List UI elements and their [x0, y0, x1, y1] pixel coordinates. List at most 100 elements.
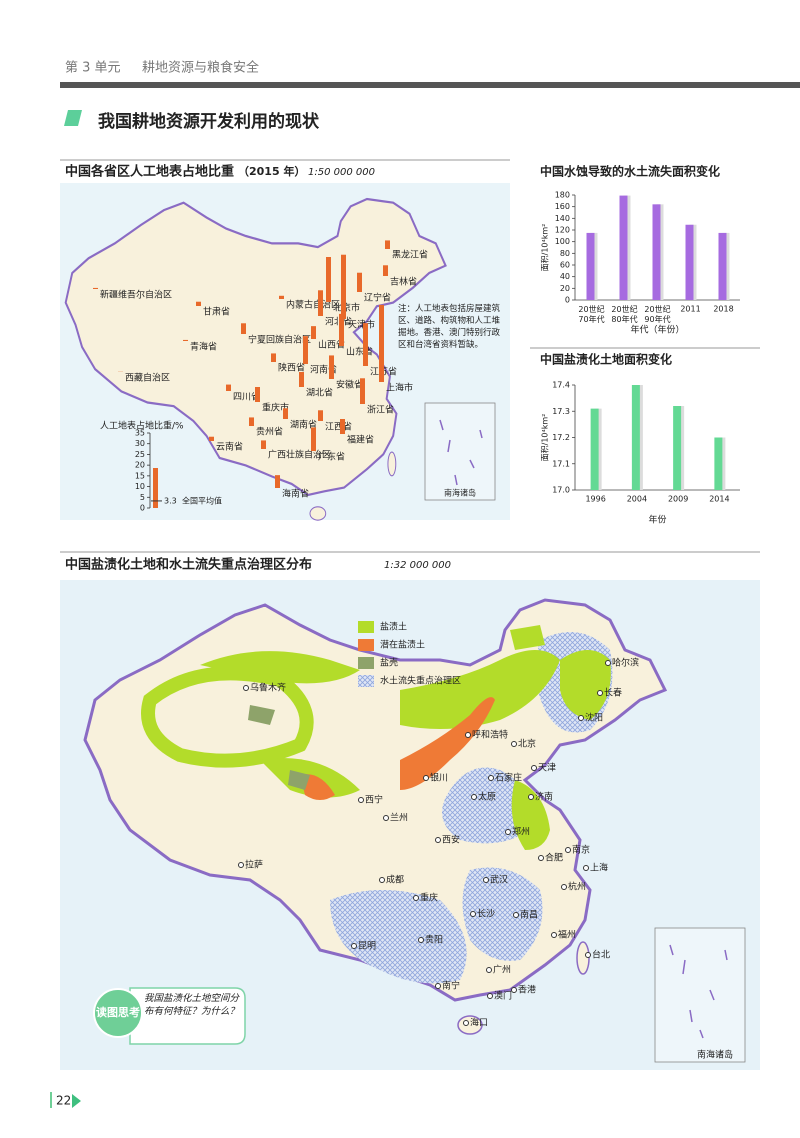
city-dot	[483, 877, 489, 883]
header-bar	[60, 82, 800, 88]
province-label: 浙江省	[367, 404, 394, 416]
city-label: 银川	[430, 772, 448, 784]
city-label: 香港	[518, 984, 536, 996]
y-axis-label: 面积/10⁴km²	[540, 224, 550, 272]
city-dot	[471, 794, 477, 800]
province-label: 广东省	[318, 451, 345, 463]
province-bar	[379, 304, 384, 382]
legend-tick-label: 25	[135, 450, 145, 459]
city-label: 广州	[493, 964, 511, 976]
y-tick-label: 140	[555, 214, 570, 223]
legend-label: 水土流失重点治理区	[380, 675, 461, 687]
legend-average-label: 全国平均值	[182, 495, 222, 505]
map1-note-box: 注：人工地表包括房屋建筑区、道路、构筑物和人工堆掘地。香港、澳门特别行政区和台湾…	[398, 304, 501, 350]
city-dot	[243, 685, 249, 691]
city-dot	[505, 829, 511, 835]
city-label: 长沙	[477, 908, 495, 920]
province-bar	[363, 323, 368, 366]
legend-tick-label: 35	[135, 429, 145, 438]
city-label: 乌鲁木齐	[250, 682, 286, 694]
province-label: 西藏自治区	[125, 372, 170, 384]
x-tick-label: 20世纪 90年代	[644, 304, 670, 324]
legend-swatch	[358, 657, 374, 669]
city-label: 合肥	[545, 852, 563, 864]
city-dot	[463, 1020, 469, 1026]
map1-title: 中国各省区人工地表占地比重	[65, 164, 234, 180]
legend-tick-label: 5	[140, 493, 145, 502]
bar	[619, 195, 628, 300]
city-label: 呼和浩特	[472, 729, 508, 741]
province-bar	[183, 339, 188, 341]
city-label: 贵阳	[425, 934, 443, 946]
y-tick-label: 180	[555, 191, 570, 200]
city-label: 天津	[538, 763, 556, 774]
province-bar	[318, 410, 323, 421]
legend-swatch	[358, 621, 374, 633]
y-tick-label: 17.4	[552, 381, 570, 390]
x-tick-label: 20世纪 80年代	[611, 304, 637, 324]
city-label: 杭州	[568, 881, 586, 893]
city-label: 石家庄	[495, 772, 522, 784]
province-label: 福建省	[347, 434, 374, 446]
x-tick-label: 2009	[668, 495, 688, 504]
city-label: 北京	[518, 738, 536, 750]
city-dot	[597, 690, 603, 696]
x-tick-label: 2004	[627, 495, 647, 504]
province-label: 北京市	[333, 302, 360, 314]
city-label: 南昌	[520, 909, 538, 921]
inset-islands	[439, 419, 483, 486]
province-bar	[360, 378, 365, 404]
province-bar	[93, 287, 98, 289]
legend-tick-label: 15	[135, 471, 145, 480]
unit-title: 耕地资源与粮食安全	[142, 60, 259, 76]
province-label: 云南省	[216, 441, 243, 453]
map1-note: 注：人工地表包括房屋建筑区、道路、构筑物和人工堆掘地。香港、澳门特别行政区和台湾…	[398, 304, 501, 350]
x-axis-label: 年代（年份）	[630, 324, 684, 336]
city-label: 重庆	[420, 892, 438, 904]
inset-label: 南海诸岛	[444, 488, 476, 498]
chart-title: 中国盐渍化土地面积变化	[540, 352, 672, 367]
city-dot	[465, 732, 471, 738]
x-axis-label: 年份	[648, 514, 666, 526]
city-dot	[470, 911, 476, 917]
province-label: 山西省	[318, 339, 345, 351]
title-icon	[64, 110, 82, 126]
province-label: 辽宁省	[364, 292, 391, 304]
city-dot	[486, 967, 492, 973]
city-dot	[358, 797, 364, 803]
province-label: 安徽省	[336, 379, 363, 391]
think-question: 我国盐渍化土地空间分布有何特征？为什么？	[144, 993, 240, 1017]
city-label: 南宁	[442, 980, 460, 992]
city-label: 郑州	[512, 826, 530, 838]
city-label: 昆明	[358, 941, 376, 952]
y-tick-label: 100	[555, 237, 570, 246]
province-bar	[318, 290, 323, 316]
city-label: 台北	[592, 949, 610, 961]
x-tick-label: 2014	[709, 495, 729, 504]
y-tick-label: 20	[560, 284, 570, 293]
map2-inset	[654, 927, 746, 1063]
city-label: 西宁	[365, 794, 383, 806]
map1-inset	[424, 402, 496, 501]
city-label: 沈阳	[585, 712, 603, 724]
city-dot	[585, 952, 591, 958]
y-tick-label: 160	[555, 202, 570, 211]
legend-tick-label: 20	[135, 461, 145, 470]
province-label: 山东省	[346, 346, 373, 358]
bar	[631, 385, 640, 490]
province-bar	[303, 336, 308, 364]
city-dot	[511, 741, 517, 747]
x-tick-label: 1996	[585, 495, 605, 504]
legend-swatch	[358, 639, 374, 651]
footer-arrow	[72, 1094, 81, 1108]
chart-title: 中国水蚀导致的水土流失面积变化	[540, 164, 720, 179]
city-dot	[551, 932, 557, 938]
province-label: 重庆市	[262, 402, 289, 414]
province-bar	[255, 387, 260, 402]
province-label: 陕西省	[278, 362, 305, 374]
province-bar	[241, 323, 246, 334]
province-bar	[340, 419, 345, 434]
map2-title: 中国盐渍化土地和水土流失重点治理区分布	[65, 557, 312, 573]
city-dot	[383, 815, 389, 821]
